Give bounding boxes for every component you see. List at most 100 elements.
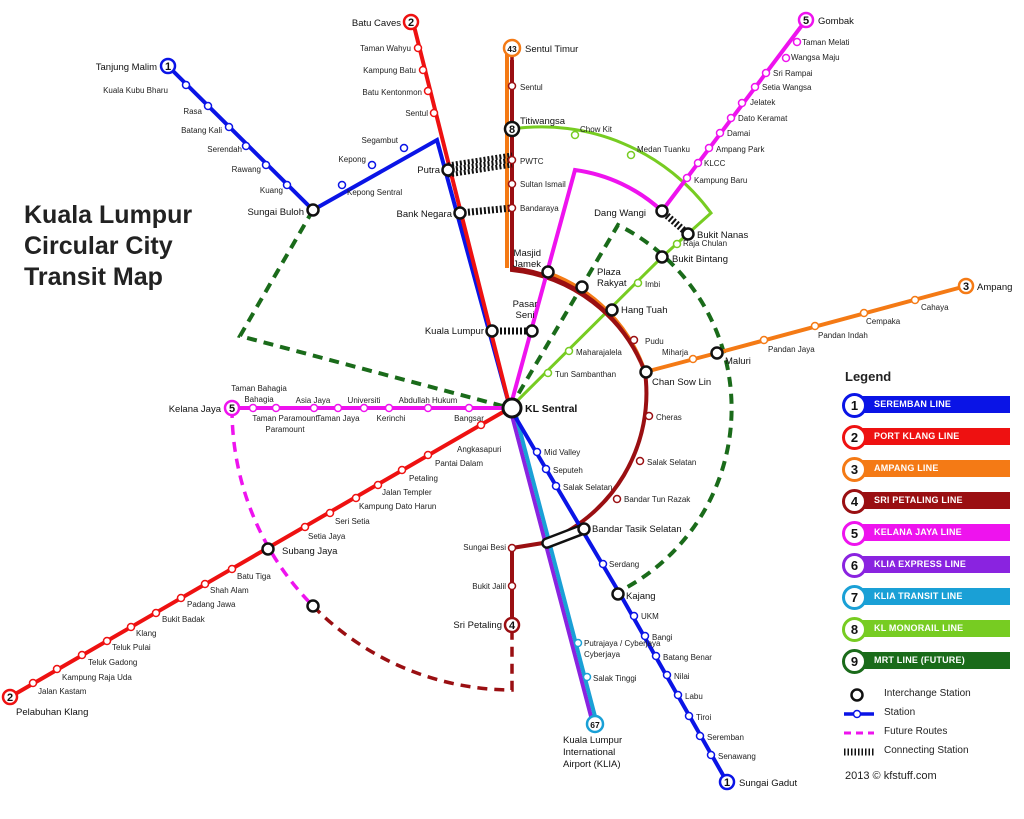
interchange-putra[interactable] — [441, 163, 455, 177]
interchange-plaza-rakyat[interactable] — [575, 280, 589, 294]
station-ampang-park[interactable] — [704, 143, 714, 153]
station-teluk-gadong[interactable] — [77, 650, 87, 660]
station-putrajaya-cyberjaya[interactable] — [573, 638, 583, 648]
interchange-sungai-buloh[interactable] — [306, 203, 320, 217]
interchange-bandar-tasik-selatan[interactable] — [577, 522, 591, 536]
station-pantai-dalam[interactable] — [423, 450, 433, 460]
station-shah-alam[interactable] — [200, 579, 210, 589]
station-padang-jawa[interactable] — [176, 593, 186, 603]
station-seri-setia[interactable] — [325, 508, 335, 518]
station-labu[interactable] — [673, 690, 683, 700]
station-bukit-jalil[interactable] — [507, 581, 517, 591]
station-abdullah-hukum[interactable] — [423, 403, 433, 413]
station-taman-paramount[interactable] — [271, 403, 281, 413]
station-salak-selatan[interactable] — [635, 456, 645, 466]
station-teluk-pulai[interactable] — [102, 636, 112, 646]
station-salak-tinggi[interactable] — [582, 672, 592, 682]
station-sultan-ismail[interactable] — [507, 179, 517, 189]
station-dato-keramat[interactable] — [726, 113, 736, 123]
station-segambut[interactable] — [399, 143, 409, 153]
station-medan-tuanku[interactable] — [626, 150, 636, 160]
station-imbi[interactable] — [633, 278, 643, 288]
station-batang-benar[interactable] — [651, 651, 661, 661]
station-sungai-besi[interactable] — [507, 543, 517, 553]
station-bandaraya[interactable] — [507, 203, 517, 213]
station-kampung-baru[interactable] — [682, 173, 692, 183]
station-maharajalela[interactable] — [564, 346, 574, 356]
station-pwtc[interactable] — [507, 155, 517, 165]
station-batang-kali[interactable] — [224, 122, 234, 132]
station-mid-valley[interactable] — [532, 447, 542, 457]
station-senawang[interactable] — [706, 750, 716, 760]
terminal-kelana-jaya[interactable]: 5 — [223, 399, 241, 417]
station-setia-jaya[interactable] — [300, 522, 310, 532]
interchange-kuala-lumpur[interactable] — [485, 324, 499, 338]
interchange-bukit-nanas[interactable] — [681, 227, 695, 241]
terminal-sri-petaling[interactable]: 4 — [503, 616, 521, 634]
terminal-sungai-gadut[interactable]: 1 — [718, 773, 736, 791]
station-serdang[interactable] — [598, 559, 608, 569]
station-kampung-dato-harun[interactable] — [351, 493, 361, 503]
kl-sentral-station[interactable] — [501, 397, 523, 419]
station-kuang[interactable] — [282, 180, 292, 190]
station-pandan-jaya[interactable] — [759, 335, 769, 345]
interchange-hang-tuah[interactable] — [605, 303, 619, 317]
station-cheras[interactable] — [644, 411, 654, 421]
station-miharja[interactable] — [688, 354, 698, 364]
terminal-titiwangsa[interactable]: 8 — [503, 120, 521, 138]
station-cempaka[interactable] — [859, 308, 869, 318]
terminal-batu-caves[interactable]: 2 — [402, 13, 420, 31]
terminal-tanjung-malim[interactable]: 1 — [159, 57, 177, 75]
station-taman-wahyu[interactable] — [413, 43, 423, 53]
station-kerinchi[interactable] — [384, 403, 394, 413]
station-sentul[interactable] — [429, 108, 439, 118]
station-klcc[interactable] — [693, 158, 703, 168]
future-interchange[interactable] — [306, 599, 320, 613]
station-universiti[interactable] — [359, 403, 369, 413]
station-rasa[interactable] — [203, 101, 213, 111]
interchange-pasar-seni[interactable] — [525, 324, 539, 338]
terminal-kuala-lumpur-international-airport-klia[interactable]: 67 — [585, 714, 605, 734]
station-bangsar[interactable] — [464, 403, 474, 413]
interchange-masjid-jamek[interactable] — [541, 265, 555, 279]
station-taman-bahagia[interactable] — [248, 403, 258, 413]
terminal-gombak[interactable]: 5 — [797, 11, 815, 29]
station-jalan-kastam[interactable] — [28, 678, 38, 688]
station-tiroi[interactable] — [684, 711, 694, 721]
station-pandan-indah[interactable] — [810, 321, 820, 331]
station-taman-melati[interactable] — [792, 37, 802, 47]
terminal-pelabuhan-klang[interactable]: 2 — [1, 688, 19, 706]
terminal-sentul-timur[interactable]: 43 — [502, 38, 522, 58]
interchange-dang-wangi[interactable] — [655, 204, 669, 218]
station-wangsa-maju[interactable] — [781, 53, 791, 63]
station-batu-kentonmon[interactable] — [423, 86, 433, 96]
terminal-ampang[interactable]: 3 — [957, 277, 975, 295]
interchange-bank-negara[interactable] — [453, 206, 467, 220]
station-ukm[interactable] — [629, 611, 639, 621]
station-jelatek[interactable] — [737, 98, 747, 108]
station-serendah[interactable] — [241, 141, 251, 151]
station-jalan-templer[interactable] — [373, 480, 383, 490]
station-seputeh[interactable] — [541, 464, 551, 474]
station-kepong[interactable] — [367, 160, 377, 170]
station-taman-jaya[interactable] — [333, 403, 343, 413]
station-pudu[interactable] — [629, 335, 639, 345]
station-kuala-kubu-bharu[interactable] — [181, 80, 191, 90]
station-bangi[interactable] — [640, 631, 650, 641]
station-raja-chulan[interactable] — [672, 239, 682, 249]
station-bukit-badak[interactable] — [151, 608, 161, 618]
interchange-chan-sow-lin[interactable] — [639, 365, 653, 379]
station-sri-rampai[interactable] — [761, 68, 771, 78]
interchange-maluri[interactable] — [710, 346, 724, 360]
station-angkasapuri[interactable] — [476, 420, 486, 430]
station-klang[interactable] — [126, 622, 136, 632]
interchange-bukit-bintang[interactable] — [655, 250, 669, 264]
station-kampung-batu[interactable] — [418, 65, 428, 75]
station-rawang[interactable] — [261, 160, 271, 170]
station-batu-tiga[interactable] — [227, 564, 237, 574]
station-bandar-tun-razak[interactable] — [612, 494, 622, 504]
station-cahaya[interactable] — [910, 295, 920, 305]
station-damai[interactable] — [715, 128, 725, 138]
station-asia-jaya[interactable] — [309, 403, 319, 413]
station-sentul[interactable] — [507, 81, 517, 91]
